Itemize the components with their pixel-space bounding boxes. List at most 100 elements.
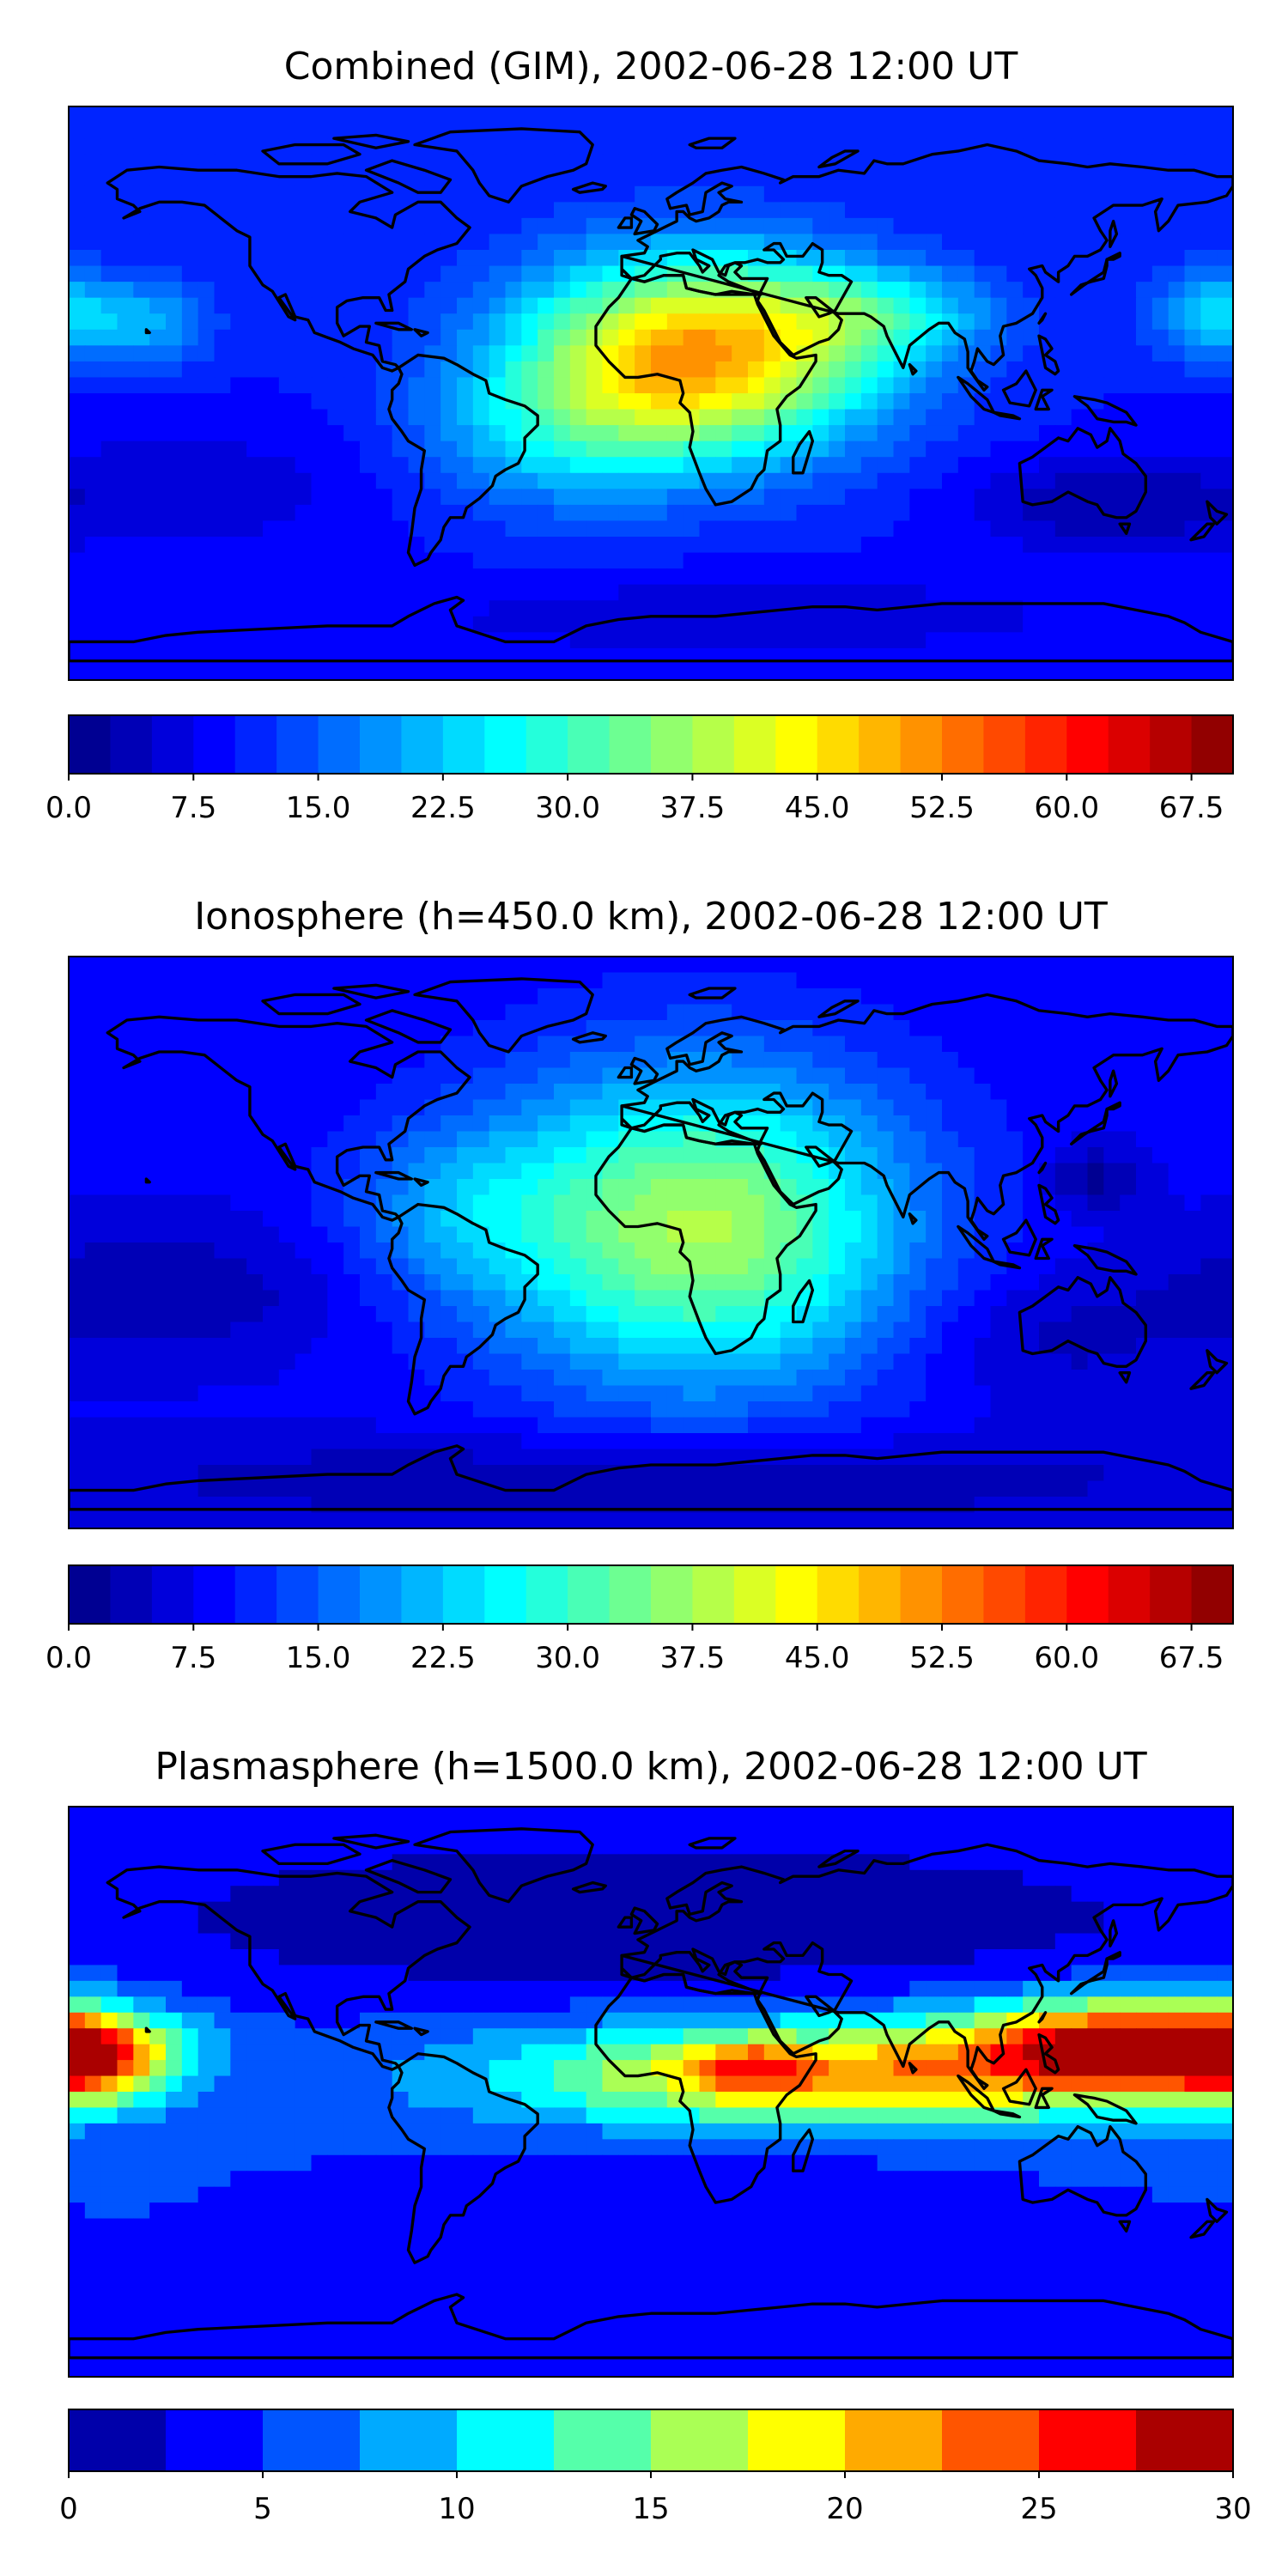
colorbar-segment <box>1066 1565 1109 1624</box>
colorbar-tick-label: 67.5 <box>1159 1641 1224 1675</box>
colorbar-tick-label: 20 <box>826 2492 863 2526</box>
colorbar-segment <box>110 1565 153 1624</box>
colorbar-segment <box>1150 715 1193 774</box>
panel-title: Ionosphere (h=450.0 km), 2002-06-28 12:0… <box>194 895 1108 939</box>
colorbar-tick-label: 15.0 <box>286 791 351 825</box>
colorbar-tick-label: 45.0 <box>785 1641 850 1675</box>
colorbar-segment <box>748 2409 846 2471</box>
colorbar-segment <box>942 1565 984 1624</box>
colorbar-segment <box>568 715 611 774</box>
colorbar-tick-label: 22.5 <box>410 1641 476 1675</box>
colorbar-segment <box>318 1565 361 1624</box>
colorbar-segment <box>1191 1565 1234 1624</box>
colorbar: 0.0 7.5 15.0 22.5 30.0 37.5 45.0 52.5 60.0 67.5 <box>46 1564 1234 1675</box>
colorbar-segment <box>692 1565 735 1624</box>
colorbar-segment <box>442 715 485 774</box>
colorbar-frame <box>68 714 1234 775</box>
map-frame <box>68 1806 1234 2378</box>
colorbar-tick-label: 5 <box>253 2492 272 2526</box>
colorbar-tick-label: 7.5 <box>170 791 216 825</box>
colorbar-tick-label: 52.5 <box>909 1641 975 1675</box>
colorbar: 0.0 7.5 15.0 22.5 30.0 37.5 45.0 52.5 60.0 67.5 <box>46 714 1234 825</box>
colorbar-segment <box>775 1565 818 1624</box>
colorbar-tick-label: 37.5 <box>660 1641 726 1675</box>
colorbar-segment <box>166 2409 264 2471</box>
colorbar-segment <box>69 2409 167 2471</box>
colorbar-tick-label: 30.0 <box>535 791 600 825</box>
colorbar-tick-label: 25 <box>1020 2492 1057 2526</box>
colorbar-segment <box>360 2409 458 2471</box>
colorbar-segment <box>609 715 652 774</box>
colorbar-tick-label: 30.0 <box>535 1641 600 1675</box>
colorbar-segment <box>401 715 444 774</box>
map-panel-2: Ionosphere (h=450.0 km), 2002-06-28 12:0… <box>46 895 1234 1675</box>
map-field <box>69 106 1233 680</box>
colorbar-segment <box>1066 715 1109 774</box>
colorbar-tick-label: 67.5 <box>1159 791 1224 825</box>
map-field <box>69 1807 1233 2377</box>
colorbar-segment <box>692 715 735 774</box>
colorbar-segment <box>1108 1565 1151 1624</box>
colorbar-segment <box>276 1565 319 1624</box>
colorbar-segment <box>69 1565 111 1624</box>
map-panel-1: Combined (GIM), 2002-06-28 12:00 UT 0.0 7.… <box>46 45 1234 825</box>
colorbar-segment <box>942 715 984 774</box>
colorbar-segment <box>1108 715 1151 774</box>
colorbar-segment <box>457 2409 555 2471</box>
colorbar-segment <box>733 1565 776 1624</box>
colorbar-segment <box>1039 2409 1137 2471</box>
colorbar-segment <box>554 2409 652 2471</box>
colorbar-segment <box>276 715 319 774</box>
colorbar-tick-label: 7.5 <box>170 1641 216 1675</box>
colorbar-segment <box>1024 1565 1067 1624</box>
colorbar-segment <box>151 715 194 774</box>
map-frame <box>68 956 1234 1529</box>
colorbar-segment <box>151 1565 194 1624</box>
map-panel-3: Plasmasphere (h=1500.0 km), 2002-06-28 1… <box>59 1745 1251 2526</box>
colorbar-segment <box>1136 2409 1234 2471</box>
colorbar-tick-label: 37.5 <box>660 791 726 825</box>
panel-title: Plasmasphere (h=1500.0 km), 2002-06-28 1… <box>155 1745 1146 1789</box>
colorbar-segment <box>484 1565 527 1624</box>
colorbar-segment <box>651 2409 749 2471</box>
colorbar-segment <box>568 1565 611 1624</box>
colorbar-tick-label: 52.5 <box>909 791 975 825</box>
colorbar-tick-label: 0.0 <box>46 791 92 825</box>
colorbar-tick-label: 22.5 <box>410 791 476 825</box>
colorbar-segment <box>817 715 860 774</box>
map-frame <box>68 106 1234 681</box>
colorbar-segment <box>193 715 236 774</box>
colorbar-frame <box>68 1564 1234 1625</box>
colorbar-segment <box>900 1565 943 1624</box>
colorbar-segment <box>1024 715 1067 774</box>
colorbar-segment <box>983 715 1026 774</box>
colorbar: 0 5 10 15 20 25 30 <box>59 2409 1252 2526</box>
colorbar-segment <box>859 1565 902 1624</box>
colorbar-segment <box>234 1565 277 1624</box>
colorbar-segment <box>484 715 527 774</box>
colorbar-segment <box>110 715 153 774</box>
colorbar-segment <box>526 1565 568 1624</box>
colorbar-segment <box>983 1565 1026 1624</box>
colorbar-segment <box>651 715 693 774</box>
colorbar-segment <box>651 1565 693 1624</box>
colorbar-segment <box>845 2409 943 2471</box>
colorbar-tick-label: 15 <box>632 2492 669 2526</box>
colorbar-segment <box>526 715 568 774</box>
colorbar-segment <box>263 2409 361 2471</box>
colorbar-segment <box>360 1565 402 1624</box>
colorbar-segment <box>360 715 402 774</box>
colorbar-tick-label: 0.0 <box>46 1641 92 1675</box>
colorbar-segment <box>1191 715 1234 774</box>
colorbar-segment <box>817 1565 860 1624</box>
colorbar-segment <box>609 1565 652 1624</box>
colorbar-tick-label: 30 <box>1214 2492 1251 2526</box>
colorbar-segment <box>942 2409 1040 2471</box>
colorbar-segment <box>775 715 818 774</box>
colorbar-segment <box>193 1565 236 1624</box>
colorbar-segment <box>318 715 361 774</box>
panel-title: Combined (GIM), 2002-06-28 12:00 UT <box>284 45 1018 88</box>
colorbar-segment <box>401 1565 444 1624</box>
colorbar-segment <box>900 715 943 774</box>
